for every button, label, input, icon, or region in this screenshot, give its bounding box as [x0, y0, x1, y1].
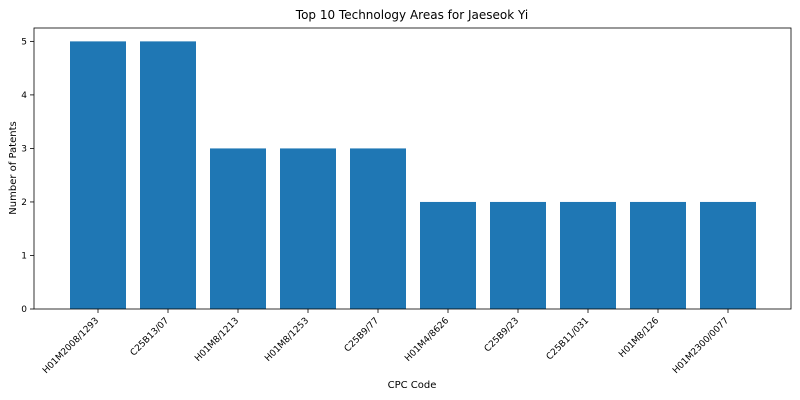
- x-tick-label-9: H01M2300/0077: [671, 316, 731, 376]
- x-axis-label: CPC Code: [388, 380, 437, 391]
- bar-3: [280, 148, 336, 309]
- bar-2: [210, 148, 266, 309]
- x-axis: H01M2008/1293 C25B13/07 H01M8/1213 H01M8/12…: [41, 309, 731, 376]
- y-tick-label-5: 5: [21, 37, 27, 47]
- y-axis: 0 1 2 3 4 5: [21, 37, 34, 315]
- x-tick-label-7: C25B11/031: [545, 316, 591, 362]
- bar-8: [630, 202, 686, 309]
- x-tick-label-3: H01M8/1253: [263, 316, 311, 364]
- x-tick-label-4: C25B9/77: [343, 316, 381, 354]
- x-tick-label-1: C25B13/07: [129, 316, 171, 358]
- x-tick-label-0: H01M2008/1293: [41, 316, 101, 376]
- y-tick-label-2: 2: [21, 198, 27, 208]
- y-tick-label-3: 3: [21, 144, 27, 154]
- x-tick-label-8: H01M8/126: [617, 316, 661, 360]
- bars-group: [70, 41, 756, 309]
- bar-9: [700, 202, 756, 309]
- bar-4: [350, 148, 406, 309]
- chart-title: Top 10 Technology Areas for Jaeseok Yi: [295, 8, 528, 22]
- bar-1: [140, 41, 196, 309]
- y-tick-label-1: 1: [21, 251, 27, 261]
- x-tick-label-2: H01M8/1213: [193, 316, 241, 364]
- x-tick-label-6: C25B9/23: [483, 316, 521, 354]
- bar-5: [420, 202, 476, 309]
- x-tick-label-5: H01M4/8626: [403, 316, 451, 364]
- bar-7: [560, 202, 616, 309]
- y-axis-label: Number of Patents: [8, 121, 19, 214]
- y-tick-label-0: 0: [21, 305, 27, 315]
- bar-0: [70, 41, 126, 309]
- bar-6: [490, 202, 546, 309]
- y-tick-label-4: 4: [21, 91, 27, 101]
